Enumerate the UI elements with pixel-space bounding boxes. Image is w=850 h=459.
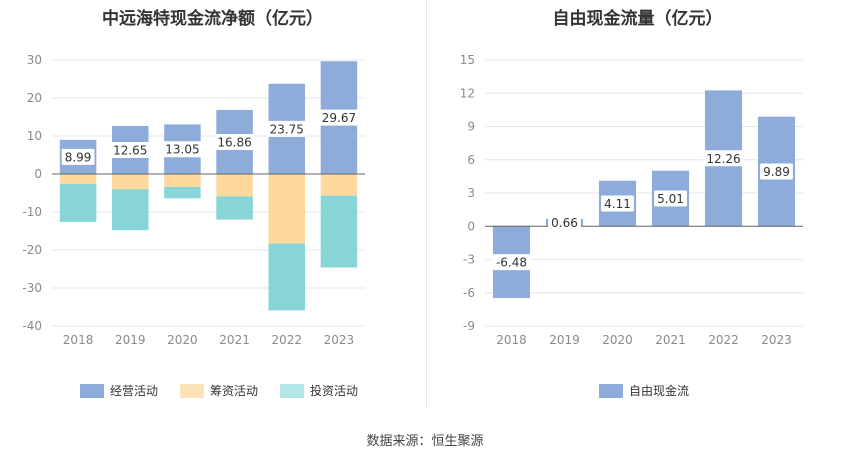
data-label-bg	[214, 133, 255, 150]
bar-series-2-2020	[164, 186, 201, 199]
y-tick-label: 9	[467, 120, 475, 134]
data-label-bg	[548, 214, 581, 231]
data-label: 8.99	[65, 150, 92, 164]
legend-label-investing: 投资活动	[310, 384, 359, 398]
data-label-bg	[601, 195, 634, 212]
data-label: 9.89	[763, 165, 790, 179]
bar-series-1-2021	[216, 174, 253, 197]
data-label-bg	[703, 150, 744, 167]
data-label: 4.11	[604, 197, 631, 211]
y-tick-label: 3	[467, 186, 475, 200]
x-tick-label: 2018	[63, 333, 94, 347]
cash-flow-stacked-bar-chart: 30 20 10 0 -10 -20 -30 -40 2018 2019 2020 2021 2022 2…	[22, 53, 365, 347]
legend-label-free-cash-flow: 自由现金流	[629, 384, 690, 398]
data-label: 12.65	[113, 143, 147, 157]
data-label: 16.86	[217, 135, 251, 149]
data-source-note: 数据来源：恒生聚源	[366, 434, 484, 449]
y-tick-label: 20	[27, 91, 42, 105]
chart-title-free-cash-flow: 自由现金流量（亿元）	[552, 9, 723, 29]
bar-series-1-2019	[111, 174, 149, 190]
legend-swatch-free-cash-flow	[599, 383, 623, 398]
legend-label-financing: 筹资活动	[210, 384, 259, 398]
data-label-bg	[110, 141, 151, 158]
y-tick-label: -10	[22, 205, 42, 219]
data-label-bg	[760, 163, 793, 180]
bar-series-1-2020	[164, 174, 201, 187]
free-cash-flow-bar-chart: 15 12 9 6 3 0 -3 -6 -9 2018 2019 2020 2021 2022 2023 -6…	[460, 53, 803, 347]
y-tick-label: -6	[463, 286, 475, 300]
y-tick-label: -20	[22, 243, 42, 257]
y-tick-label: 6	[467, 153, 475, 167]
x-tick-label: 2020	[602, 333, 633, 347]
legend-item-operating[interactable]: 经营活动	[80, 382, 158, 399]
y-tick-label: -3	[463, 253, 475, 267]
x-tick-label: 2021	[219, 333, 250, 347]
y-tick-label: 10	[27, 129, 42, 143]
panel-divider	[426, 0, 427, 408]
legend-item-financing[interactable]: 筹资活动	[180, 382, 258, 399]
data-label-bg	[654, 190, 687, 207]
free-cash-flow-legend: 自由现金流	[599, 382, 689, 399]
x-tick-label: 2022	[271, 333, 302, 347]
bar-series-2-2019	[111, 189, 149, 231]
bar-series-2-2018	[59, 183, 97, 222]
bar-series-1-2022	[268, 174, 306, 244]
legend-item-investing[interactable]: 投资活动	[280, 382, 358, 399]
x-tick-label: 2022	[708, 333, 739, 347]
bar-series-2-2022	[268, 243, 306, 311]
data-label-bg	[61, 148, 95, 165]
y-tick-label: 0	[34, 167, 42, 181]
data-label-bg	[266, 120, 307, 137]
y-tick-label: 30	[27, 53, 42, 67]
legend-item-free-cash-flow[interactable]: 自由现金流	[599, 382, 689, 399]
data-label: 29.67	[322, 111, 356, 125]
data-label: 13.05	[165, 143, 199, 157]
cash-flow-legend: 经营活动 筹资活动 投资活动	[80, 382, 358, 399]
data-label-bg	[491, 254, 532, 271]
bar-series-2-2021	[216, 196, 253, 220]
x-tick-label: 2019	[549, 333, 580, 347]
y-tick-label: -40	[22, 319, 42, 333]
y-tick-label: -9	[463, 319, 475, 333]
x-tick-label: 2021	[655, 333, 686, 347]
y-tick-label: 0	[467, 219, 475, 233]
data-label-bg	[318, 109, 359, 126]
legend-swatch-operating	[80, 383, 104, 398]
data-label: 12.26	[706, 152, 740, 166]
data-label: 0.66	[551, 216, 578, 230]
y-tick-label: -30	[22, 281, 42, 295]
data-label: 23.75	[270, 122, 304, 136]
x-tick-label: 2019	[115, 333, 146, 347]
legend-label-operating: 经营活动	[110, 384, 159, 398]
bar-series-1-2018	[59, 174, 97, 184]
data-label: -6.48	[496, 256, 527, 270]
bar-series-2-2023	[320, 195, 358, 268]
y-tick-label: 15	[460, 53, 475, 67]
x-tick-label: 2018	[496, 333, 527, 347]
data-label: 5.01	[657, 192, 684, 206]
legend-swatch-financing	[180, 383, 205, 398]
data-label-bg	[162, 141, 203, 158]
legend-swatch-investing	[280, 383, 305, 398]
x-tick-label: 2020	[167, 333, 198, 347]
chart-title-cash-flow: 中远海特现金流净额（亿元）	[102, 9, 323, 29]
x-tick-label: 2023	[761, 333, 792, 347]
y-tick-label: 12	[460, 86, 475, 100]
bar-series-1-2023	[320, 174, 358, 196]
x-tick-label: 2023	[324, 333, 355, 347]
